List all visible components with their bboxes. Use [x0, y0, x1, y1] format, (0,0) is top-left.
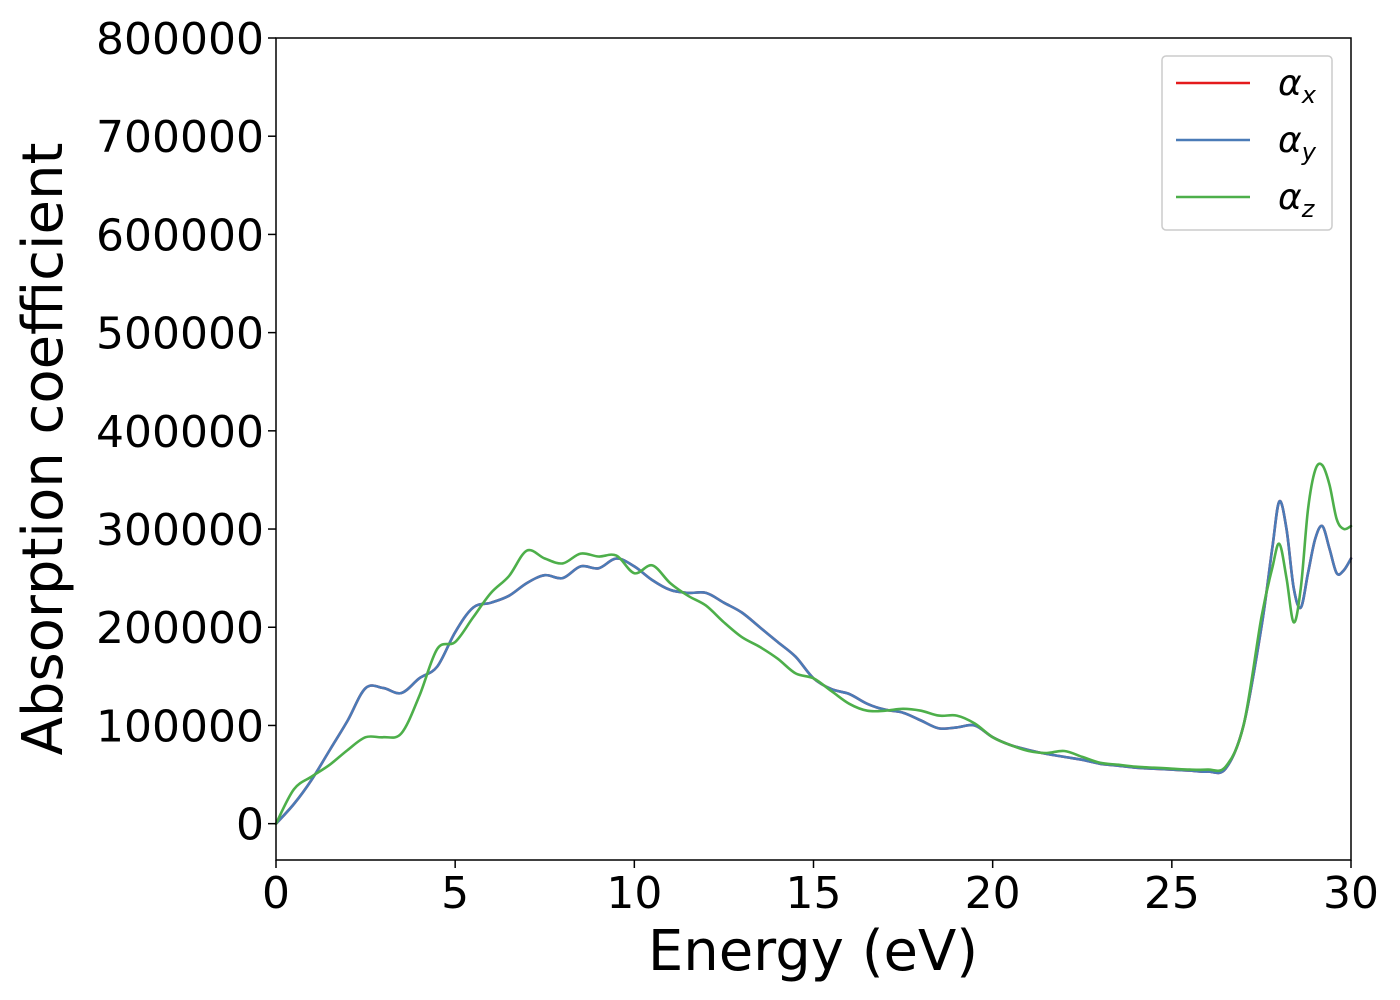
series-line-alpha-z	[274, 462, 1353, 825]
x-tick-label: 15	[786, 868, 842, 919]
legend: αx αy αz	[1161, 55, 1333, 231]
legend-label-alpha-z: αz	[1278, 177, 1316, 223]
series-line-alpha-y	[274, 499, 1353, 825]
legend-label-alpha-x: αx	[1278, 63, 1317, 109]
y-axis-ticks: 0 100000 200000 300000 400000 500000 600000 700…	[96, 14, 276, 851]
y-tick-label: 700000	[96, 112, 264, 163]
y-tick-label: 200000	[96, 603, 264, 654]
x-axis-ticks: 0 5 10 15 20 25 30	[262, 860, 1379, 919]
legend-box	[1161, 55, 1333, 231]
y-tick-label: 100000	[96, 701, 264, 752]
y-tick-label: 0	[236, 800, 264, 851]
y-tick-label: 500000	[96, 309, 264, 360]
x-tick-label: 5	[441, 868, 469, 919]
x-tick-label: 0	[262, 868, 290, 919]
x-tick-label: 10	[606, 868, 662, 919]
x-axis-label: Energy (eV)	[648, 919, 978, 984]
x-tick-label: 20	[965, 868, 1021, 919]
y-tick-label: 300000	[96, 505, 264, 556]
y-axis-label: Absorption coefficient	[11, 143, 76, 756]
y-tick-label: 800000	[96, 14, 264, 65]
series-layer	[274, 462, 1353, 825]
x-tick-label: 30	[1323, 868, 1379, 919]
legend-label-alpha-y: αy	[1278, 120, 1317, 166]
y-tick-label: 400000	[96, 407, 264, 458]
y-tick-label: 600000	[96, 210, 264, 261]
x-tick-label: 25	[1144, 868, 1200, 919]
